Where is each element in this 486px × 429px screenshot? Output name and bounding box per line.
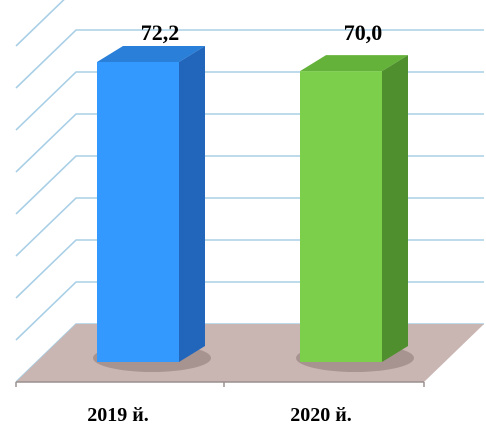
bar-top: [97, 46, 205, 62]
x-axis: [15, 381, 425, 387]
chart-floor: [16, 324, 484, 382]
bar-top: [300, 55, 408, 72]
category-labels: 2019 й. 2020 й.: [87, 404, 352, 426]
bar: [97, 62, 179, 362]
bar: [300, 71, 382, 363]
gridline: [15, 29, 484, 89]
bar-side: [179, 46, 205, 362]
value-labels: 72,2 70,0: [141, 20, 383, 45]
gridline: [15, 71, 484, 131]
gridline: [15, 0, 65, 47]
bar-side: [382, 55, 408, 363]
gridline: [15, 197, 484, 257]
gridline: [15, 155, 484, 215]
chart-gridlines: [15, 0, 484, 383]
value-label-2020: 70,0: [344, 20, 383, 45]
gridline: [15, 113, 484, 173]
value-label-2019: 72,2: [141, 20, 180, 45]
category-label-2020: 2020 й.: [290, 404, 352, 426]
category-label-2019: 2019 й.: [87, 404, 149, 426]
bars: [93, 46, 414, 372]
gridline: [15, 239, 484, 299]
